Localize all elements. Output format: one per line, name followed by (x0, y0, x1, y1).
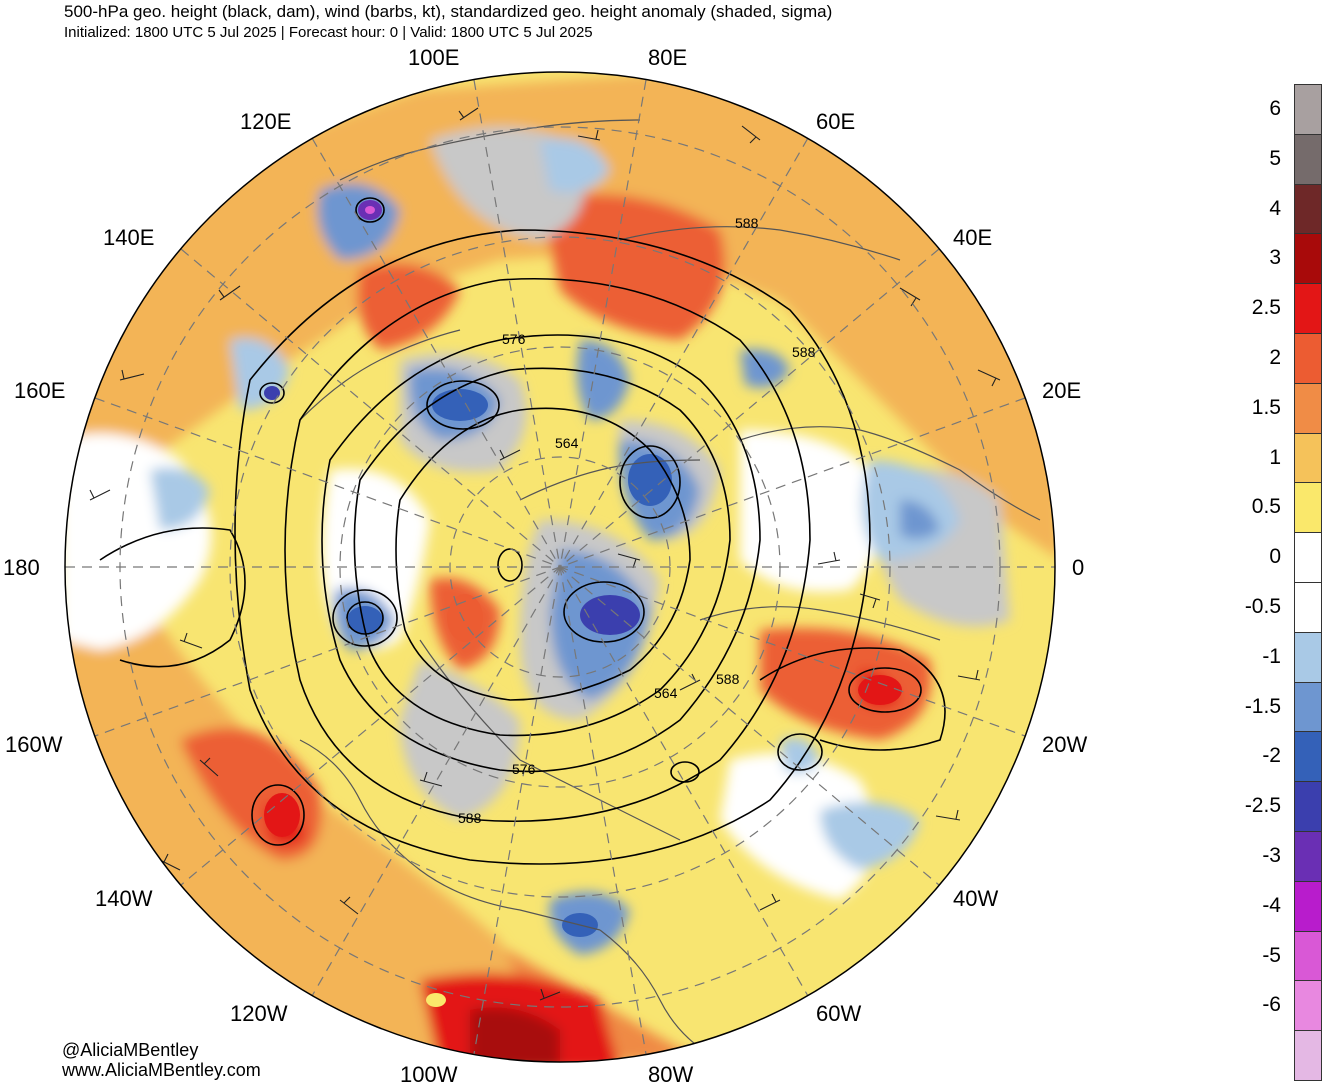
colorbar-tick-label: 6 (1269, 96, 1281, 120)
colorbar-tick-label: 1 (1269, 445, 1281, 469)
lon-label-20w: 20W (1042, 732, 1088, 757)
lon-label-180: 180 (3, 555, 40, 580)
contour-label-564: 564 (654, 685, 678, 701)
map-border (64, 71, 1056, 1063)
colorbar-tick-label: 4 (1269, 196, 1281, 220)
coastlines (299, 119, 1041, 1061)
colorbar-segment (1294, 84, 1322, 135)
contour-labels: 576 588 588 564 564 588 576 588 (458, 215, 816, 826)
colorbar (1294, 84, 1322, 1081)
graticule (65, 79, 1055, 1055)
colorbar-tick-label: 0.5 (1251, 495, 1281, 519)
colorbar-segment (1294, 133, 1322, 185)
colorbar-segment (1294, 532, 1322, 583)
colorbar-tick-label: -1 (1262, 644, 1281, 668)
contour-label-588: 588 (792, 344, 816, 360)
colorbar-segment (1294, 482, 1322, 534)
lon-label-20e: 20E (1042, 378, 1082, 403)
colorbar-tick-label: -2.5 (1244, 794, 1281, 818)
contour-label-576: 576 (502, 331, 526, 347)
colorbar-tick-label: -3 (1262, 843, 1281, 867)
lon-label-120w: 120W (230, 1001, 288, 1026)
colorbar-tick-label: -6 (1262, 993, 1281, 1017)
contour-label-564: 564 (555, 435, 579, 451)
colorbar-segment (1294, 382, 1322, 434)
wind-barbs (89, 107, 1001, 1001)
colorbar-segment (1294, 980, 1322, 1032)
colorbar-segment (1294, 283, 1322, 334)
colorbar-segment (1294, 880, 1322, 932)
colorbar-segment (1294, 1030, 1322, 1081)
colorbar-segment (1294, 183, 1322, 235)
colorbar-segment (1294, 731, 1322, 783)
contour-label-576: 576 (512, 761, 536, 777)
colorbar-segment (1294, 930, 1322, 982)
colorbar-tick-label: -2 (1262, 744, 1281, 768)
lon-label-40w: 40W (953, 886, 999, 911)
lon-label-120e: 120E (240, 109, 292, 134)
chart-title: 500-hPa geo. height (black, dam), wind (… (64, 2, 833, 21)
contour-label-588: 588 (716, 671, 740, 687)
contour-label-588: 588 (735, 215, 759, 231)
colorbar-tick-label: -1.5 (1244, 694, 1281, 718)
lon-label-40e: 40E (953, 225, 993, 250)
colorbar-segment (1294, 233, 1322, 285)
lon-label-80w: 80W (648, 1062, 694, 1087)
lon-label-100e: 100E (408, 45, 460, 70)
contour-label-588: 588 (458, 810, 482, 826)
colorbar-tick-label: -4 (1262, 893, 1281, 917)
colorbar-segment (1294, 781, 1322, 832)
colorbar-tick-label: 3 (1269, 246, 1281, 270)
colorbar-tick-label: 0 (1269, 545, 1281, 569)
colorbar-tick-label: -0.5 (1244, 594, 1281, 618)
lon-label-160e: 160E (14, 378, 66, 403)
colorbar-tick-label: 5 (1269, 146, 1281, 170)
colorbar-tick-label: -5 (1262, 943, 1281, 967)
height-contours (99, 197, 946, 865)
colorbar-tick-label: 2 (1269, 345, 1281, 369)
colorbar-segment (1294, 333, 1322, 384)
lon-label-140e: 140E (103, 225, 155, 250)
lon-label-60w: 60W (816, 1001, 862, 1026)
colorbar-segment (1294, 831, 1322, 882)
credit-website: www.AliciaMBentley.com (62, 1060, 261, 1080)
colorbar-segment (1294, 681, 1322, 733)
credit-handle: @AliciaMBentley (62, 1040, 199, 1060)
lon-label-60e: 60E (816, 109, 856, 134)
lon-label-100w: 100W (400, 1062, 458, 1087)
chart-subtitle: Initialized: 1800 UTC 5 Jul 2025 | Forec… (64, 24, 593, 41)
colorbar-tick-label: 1.5 (1251, 395, 1281, 419)
colorbar-tick-label: 2.5 (1251, 296, 1281, 320)
lon-label-160w: 160W (5, 732, 63, 757)
colorbar-segment (1294, 631, 1322, 683)
lon-label-0: 0 (1072, 555, 1085, 580)
lon-label-80e: 80E (648, 45, 688, 70)
colorbar-segment (1294, 432, 1322, 484)
lon-label-140w: 140W (95, 886, 153, 911)
colorbar-segment (1294, 582, 1322, 633)
